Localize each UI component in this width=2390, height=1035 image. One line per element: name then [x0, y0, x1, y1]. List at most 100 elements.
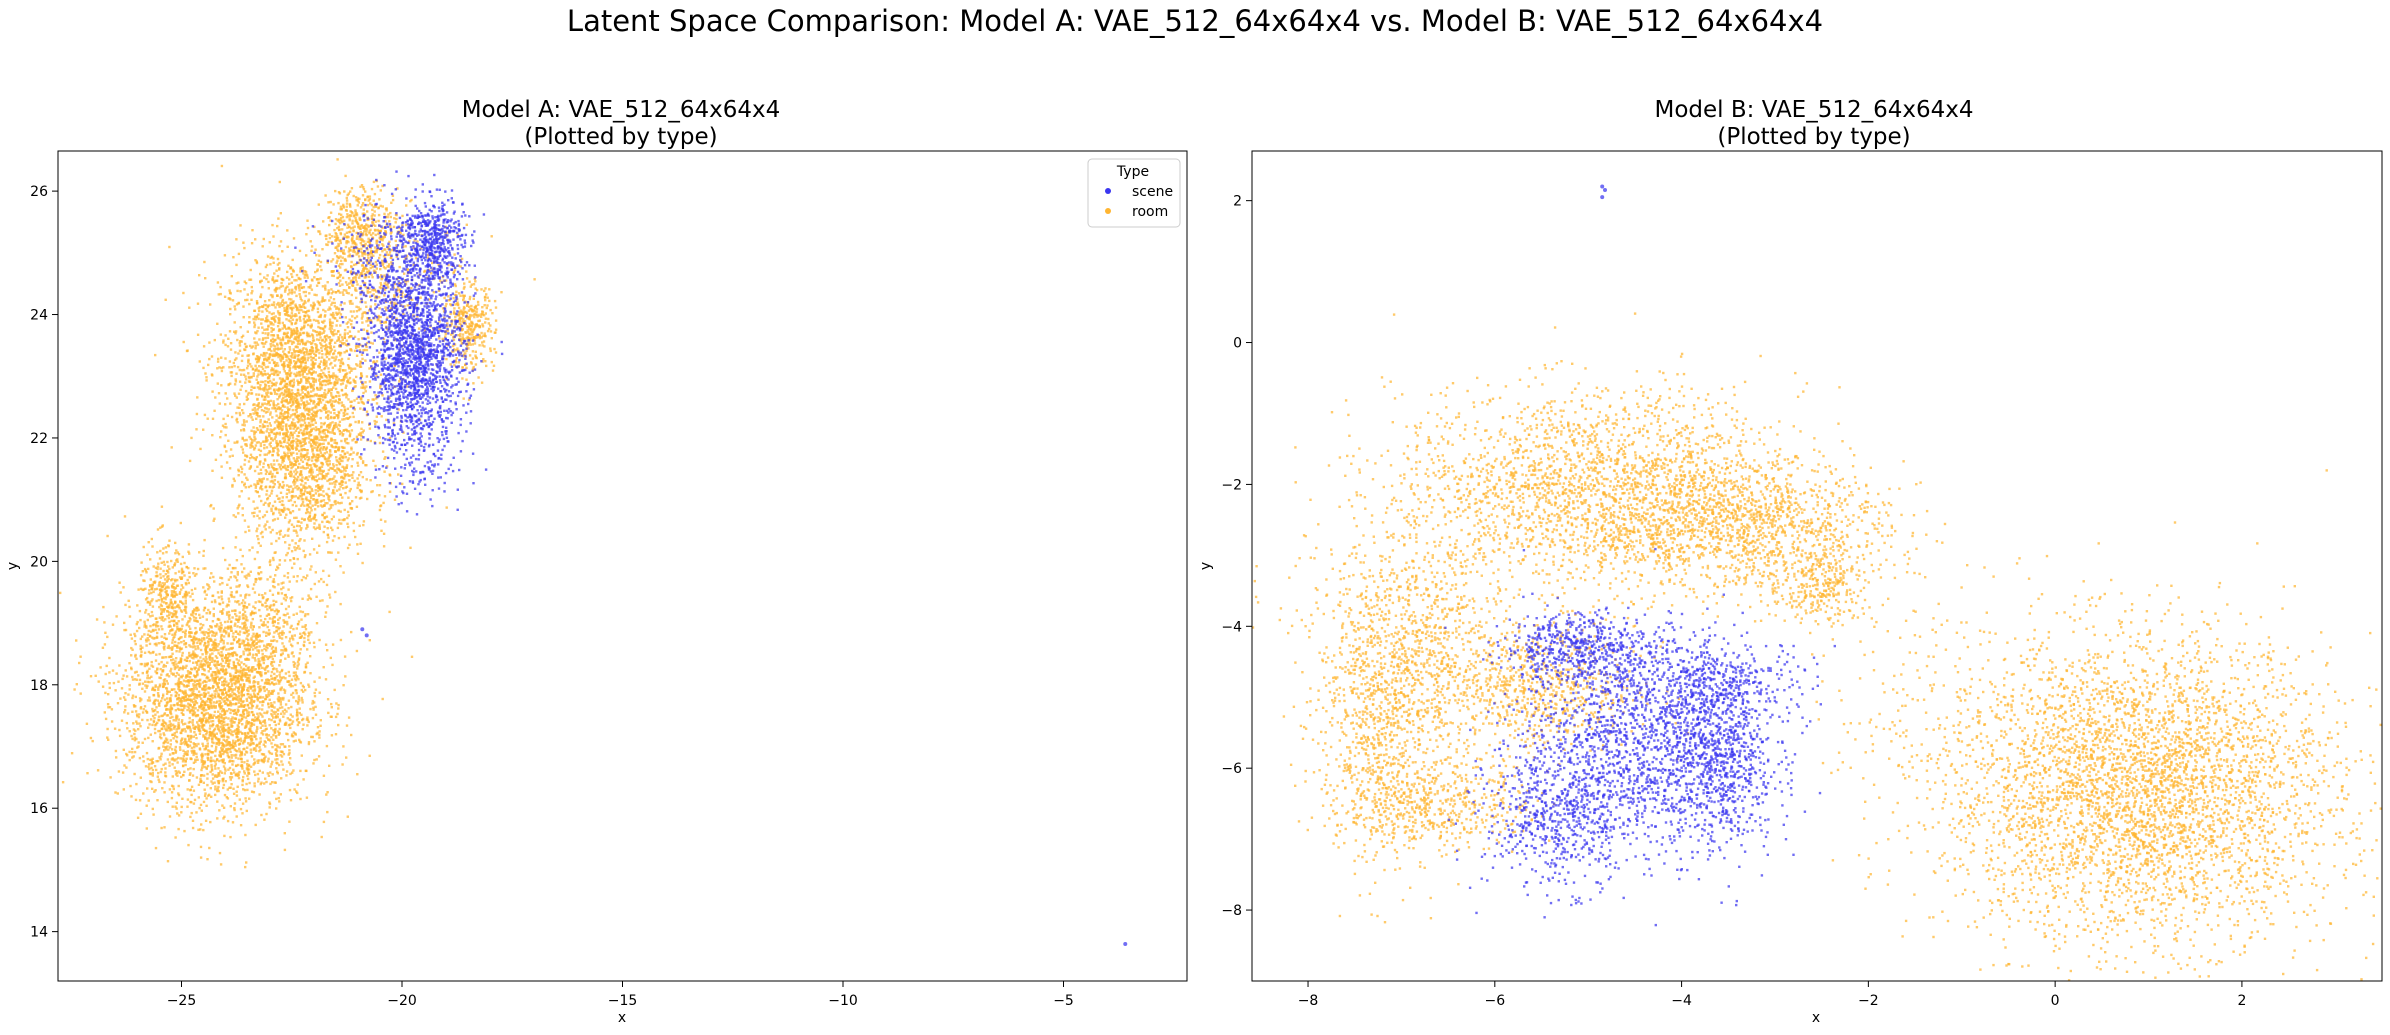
- point-room: [333, 416, 336, 419]
- point-room: [272, 235, 275, 238]
- point-room: [454, 359, 457, 362]
- point-room: [362, 328, 366, 331]
- point-room: [294, 396, 297, 399]
- point-room: [324, 448, 328, 451]
- point-room: [357, 401, 360, 404]
- point-room: [323, 511, 326, 515]
- point-room: [296, 374, 299, 377]
- point-room: [248, 435, 251, 439]
- point-room: [285, 432, 289, 435]
- point-room: [217, 357, 220, 361]
- point-room: [345, 344, 349, 347]
- point-room: [459, 294, 462, 297]
- point-room: [316, 501, 320, 504]
- point-room: [276, 426, 279, 429]
- point-room: [388, 253, 391, 256]
- point-room: [260, 322, 263, 325]
- point-room: [309, 502, 312, 505]
- point-room: [299, 428, 302, 432]
- point-room: [315, 460, 318, 463]
- point-room: [228, 291, 232, 294]
- point-room: [138, 799, 142, 802]
- point-room: [288, 543, 291, 547]
- point-room: [283, 440, 286, 443]
- point-room: [315, 410, 319, 414]
- point-room: [356, 464, 360, 467]
- point-room: [314, 571, 317, 574]
- point-room: [474, 363, 478, 366]
- point-room: [248, 529, 251, 532]
- point-room: [240, 739, 243, 743]
- point-room: [381, 226, 384, 230]
- point-room: [274, 347, 278, 351]
- point-room: [300, 360, 304, 364]
- point-room: [468, 295, 472, 299]
- point-room: [438, 328, 441, 331]
- point-room: [249, 484, 253, 488]
- point-room: [334, 383, 337, 387]
- point-room: [379, 204, 382, 208]
- point-room: [327, 413, 330, 417]
- point-room: [330, 437, 333, 440]
- point-room: [154, 353, 157, 357]
- point-room: [328, 233, 331, 236]
- point-room: [219, 333, 222, 336]
- point-room: [310, 249, 313, 252]
- point-room: [313, 582, 316, 586]
- point-room: [383, 341, 386, 344]
- point-room: [330, 260, 333, 263]
- point-room: [280, 379, 283, 382]
- point-room: [259, 431, 262, 434]
- point-room: [327, 487, 330, 491]
- point-room: [472, 297, 475, 300]
- point-room: [360, 427, 363, 430]
- point-room: [334, 558, 338, 561]
- point-room: [217, 392, 221, 395]
- point-room: [351, 284, 355, 287]
- point-room: [347, 321, 350, 324]
- point-room: [258, 477, 261, 481]
- point-room: [318, 469, 321, 472]
- point-room: [264, 406, 267, 410]
- point-room: [269, 399, 272, 403]
- point-room: [171, 652, 174, 655]
- point-room: [338, 291, 342, 294]
- point-room: [234, 394, 237, 397]
- point-room: [257, 369, 260, 372]
- point-room: [219, 647, 222, 650]
- point-room: [337, 244, 341, 247]
- point-room: [294, 321, 298, 325]
- point-room: [361, 315, 364, 318]
- point-room: [334, 222, 337, 226]
- point-room: [341, 262, 344, 266]
- point-room: [367, 319, 370, 322]
- point-room: [445, 377, 448, 381]
- point-room: [355, 305, 358, 308]
- point-room: [363, 240, 366, 243]
- point-room: [254, 484, 258, 487]
- point-room: [334, 469, 337, 472]
- point-room: [276, 310, 280, 313]
- point-room: [316, 307, 320, 310]
- point-room: [294, 424, 297, 427]
- point-room: [275, 445, 279, 448]
- point-room: [316, 310, 320, 314]
- point-room: [276, 263, 280, 266]
- point-room: [356, 344, 359, 347]
- point-room: [338, 275, 341, 278]
- point-room: [229, 307, 232, 311]
- point-room: [257, 357, 260, 361]
- point-room: [345, 240, 348, 243]
- point-room: [301, 437, 305, 441]
- point-room: [251, 511, 254, 515]
- point-room: [307, 315, 311, 318]
- point-room: [457, 311, 461, 314]
- point-room: [342, 411, 345, 415]
- point-room: [326, 391, 330, 394]
- point-room: [533, 278, 536, 281]
- point-room: [335, 313, 339, 316]
- point-room: [471, 321, 474, 325]
- point-room: [312, 307, 315, 310]
- point-room: [344, 369, 347, 372]
- point-room: [244, 298, 247, 302]
